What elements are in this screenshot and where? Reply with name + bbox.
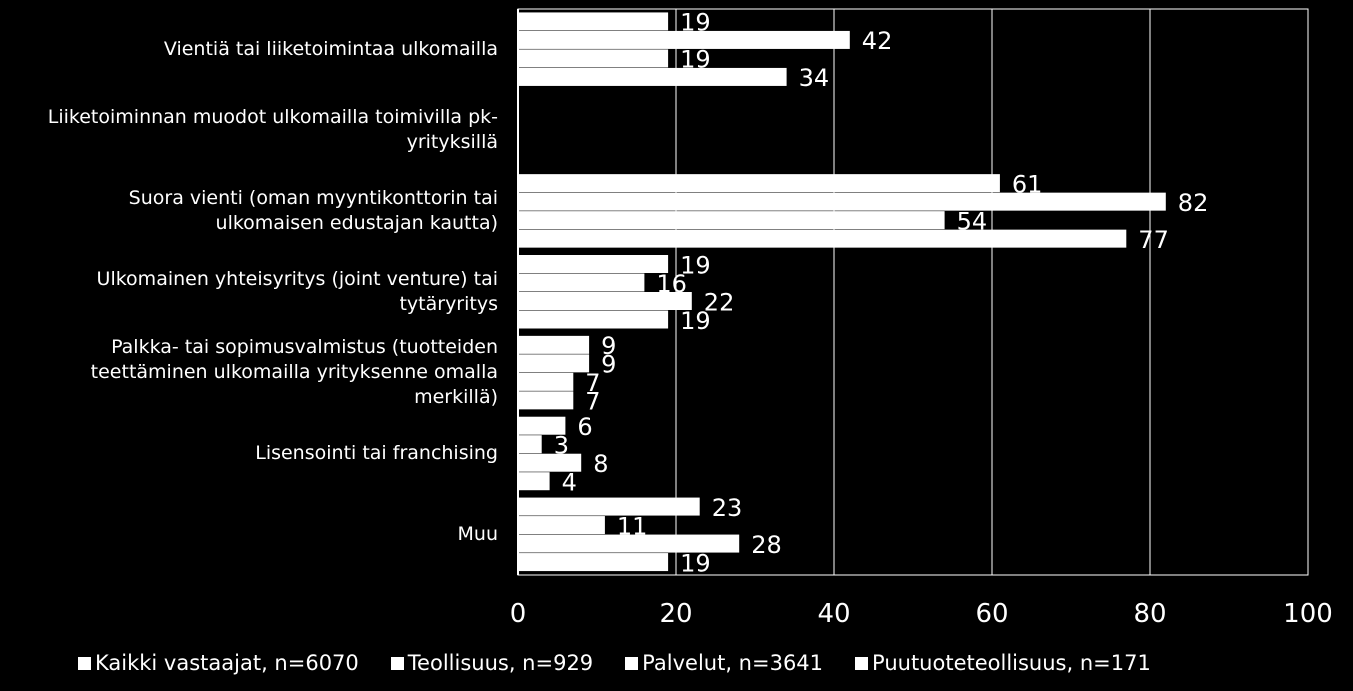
- legend: Kaikki vastaajat, n=6070 Teollisuus, n=92…: [78, 650, 1183, 676]
- data-label: 54: [957, 207, 988, 235]
- legend-label: Palvelut, n=3641: [642, 651, 824, 675]
- bar: [518, 472, 550, 491]
- bar: [518, 516, 605, 535]
- category-label: Vientiä tai liiketoimintaa ulkomailla: [0, 37, 498, 62]
- bar: [518, 49, 669, 68]
- bar: [518, 310, 669, 329]
- x-axis-ticks: 0 20 40 60 80 100: [510, 599, 1333, 629]
- legend-item: Teollisuus, n=929: [390, 650, 594, 676]
- data-label: 19: [680, 251, 711, 279]
- category-label-line: Muu: [457, 523, 498, 546]
- bar: [518, 30, 850, 49]
- bar: [518, 354, 590, 373]
- category-label-line: Palkka- tai sopimusvalmistus (tuotteiden: [111, 336, 498, 359]
- data-label: 34: [799, 64, 830, 92]
- bar: [518, 174, 1000, 193]
- legend-item: Kaikki vastaajat, n=6070: [78, 650, 359, 676]
- data-label: 7: [585, 369, 600, 397]
- legend-item: Puutuoteteollisuus, n=171: [855, 650, 1151, 676]
- bar: [518, 292, 692, 310]
- data-label: 22: [704, 288, 735, 316]
- legend-label: Kaikki vastaajat, n=6070: [95, 651, 359, 675]
- data-label: 19: [680, 307, 711, 335]
- category-label-line: teettäminen ulkomailla yrityksenne omall…: [90, 361, 498, 384]
- bar: [518, 391, 574, 410]
- legend-swatch: [78, 656, 91, 670]
- category-label: Palkka- tai sopimusvalmistus (tuotteiden…: [0, 335, 498, 410]
- x-tick-label: 60: [975, 599, 1008, 629]
- bar: [518, 497, 700, 516]
- data-label: 16: [656, 270, 687, 298]
- category-label-line: merkillä): [414, 386, 498, 409]
- legend-label: Puutuoteteollisuus, n=171: [872, 651, 1151, 675]
- x-tick-label: 20: [659, 599, 692, 629]
- data-label: 3: [554, 431, 569, 459]
- data-label: 4: [562, 468, 577, 496]
- data-label: 19: [680, 9, 711, 37]
- bar: [518, 372, 574, 391]
- category-label-line: Ulkomainen yhteisyritys (joint venture) …: [96, 268, 498, 290]
- category-label-line: tytäryritys: [399, 293, 498, 315]
- bar: [518, 255, 669, 273]
- x-tick-label: 40: [817, 599, 850, 629]
- legend-label: Teollisuus, n=929: [407, 651, 594, 675]
- data-label: 9: [601, 332, 616, 360]
- bar: [518, 211, 945, 230]
- x-tick-label: 0: [510, 599, 527, 629]
- category-label: Liiketoiminnan muodot ulkomailla toimivi…: [0, 105, 498, 155]
- bar: [518, 435, 542, 454]
- bar: [518, 273, 645, 292]
- bar: [518, 553, 669, 572]
- legend-swatch: [390, 656, 404, 670]
- category-label-line: ulkomaisen edustajan kautta): [215, 212, 498, 235]
- legend-swatch: [625, 656, 639, 670]
- data-label: 7: [585, 388, 600, 416]
- category-label-line: Liiketoiminnan muodot ulkomailla toimivi…: [47, 106, 498, 129]
- legend-item: Palvelut, n=3641: [625, 650, 823, 676]
- bars: [518, 12, 1166, 572]
- data-label: 6: [577, 413, 592, 441]
- category-label: Suora vienti (oman myyntikonttorin tai ul…: [0, 186, 498, 236]
- legend-swatch: [855, 656, 869, 670]
- data-label: 77: [1138, 226, 1169, 254]
- data-label: 82: [1178, 189, 1209, 217]
- bar: [518, 534, 740, 553]
- bar: [518, 12, 669, 31]
- x-tick-label: 100: [1283, 599, 1333, 629]
- bar: [518, 67, 787, 86]
- data-label: 8: [593, 450, 608, 478]
- category-label: Lisensointi tai franchising: [0, 441, 498, 466]
- data-label: 42: [862, 27, 893, 55]
- data-label: 61: [1012, 170, 1043, 198]
- bar: [518, 229, 1127, 248]
- x-tick-label: 80: [1133, 599, 1166, 629]
- category-label-line: Vientiä tai liiketoimintaa ulkomailla: [163, 37, 498, 60]
- data-label: 28: [751, 531, 782, 559]
- category-label-line: Lisensointi tai franchising: [255, 442, 498, 465]
- bar: [518, 453, 582, 472]
- bar: [518, 192, 1166, 211]
- bar: [518, 335, 590, 354]
- category-label-line: Suora vienti (oman myyntikonttorin tai: [128, 187, 498, 210]
- category-label: Ulkomainen yhteisyritys (joint venture) …: [0, 267, 498, 317]
- data-label: 9: [601, 351, 616, 379]
- data-label: 19: [680, 46, 711, 74]
- data-label: 23: [712, 494, 743, 522]
- data-label: 19: [680, 549, 711, 577]
- category-label-line: yrityksillä: [406, 131, 498, 154]
- bar: [518, 416, 566, 435]
- data-label: 11: [617, 512, 648, 540]
- category-label: Muu: [0, 522, 498, 547]
